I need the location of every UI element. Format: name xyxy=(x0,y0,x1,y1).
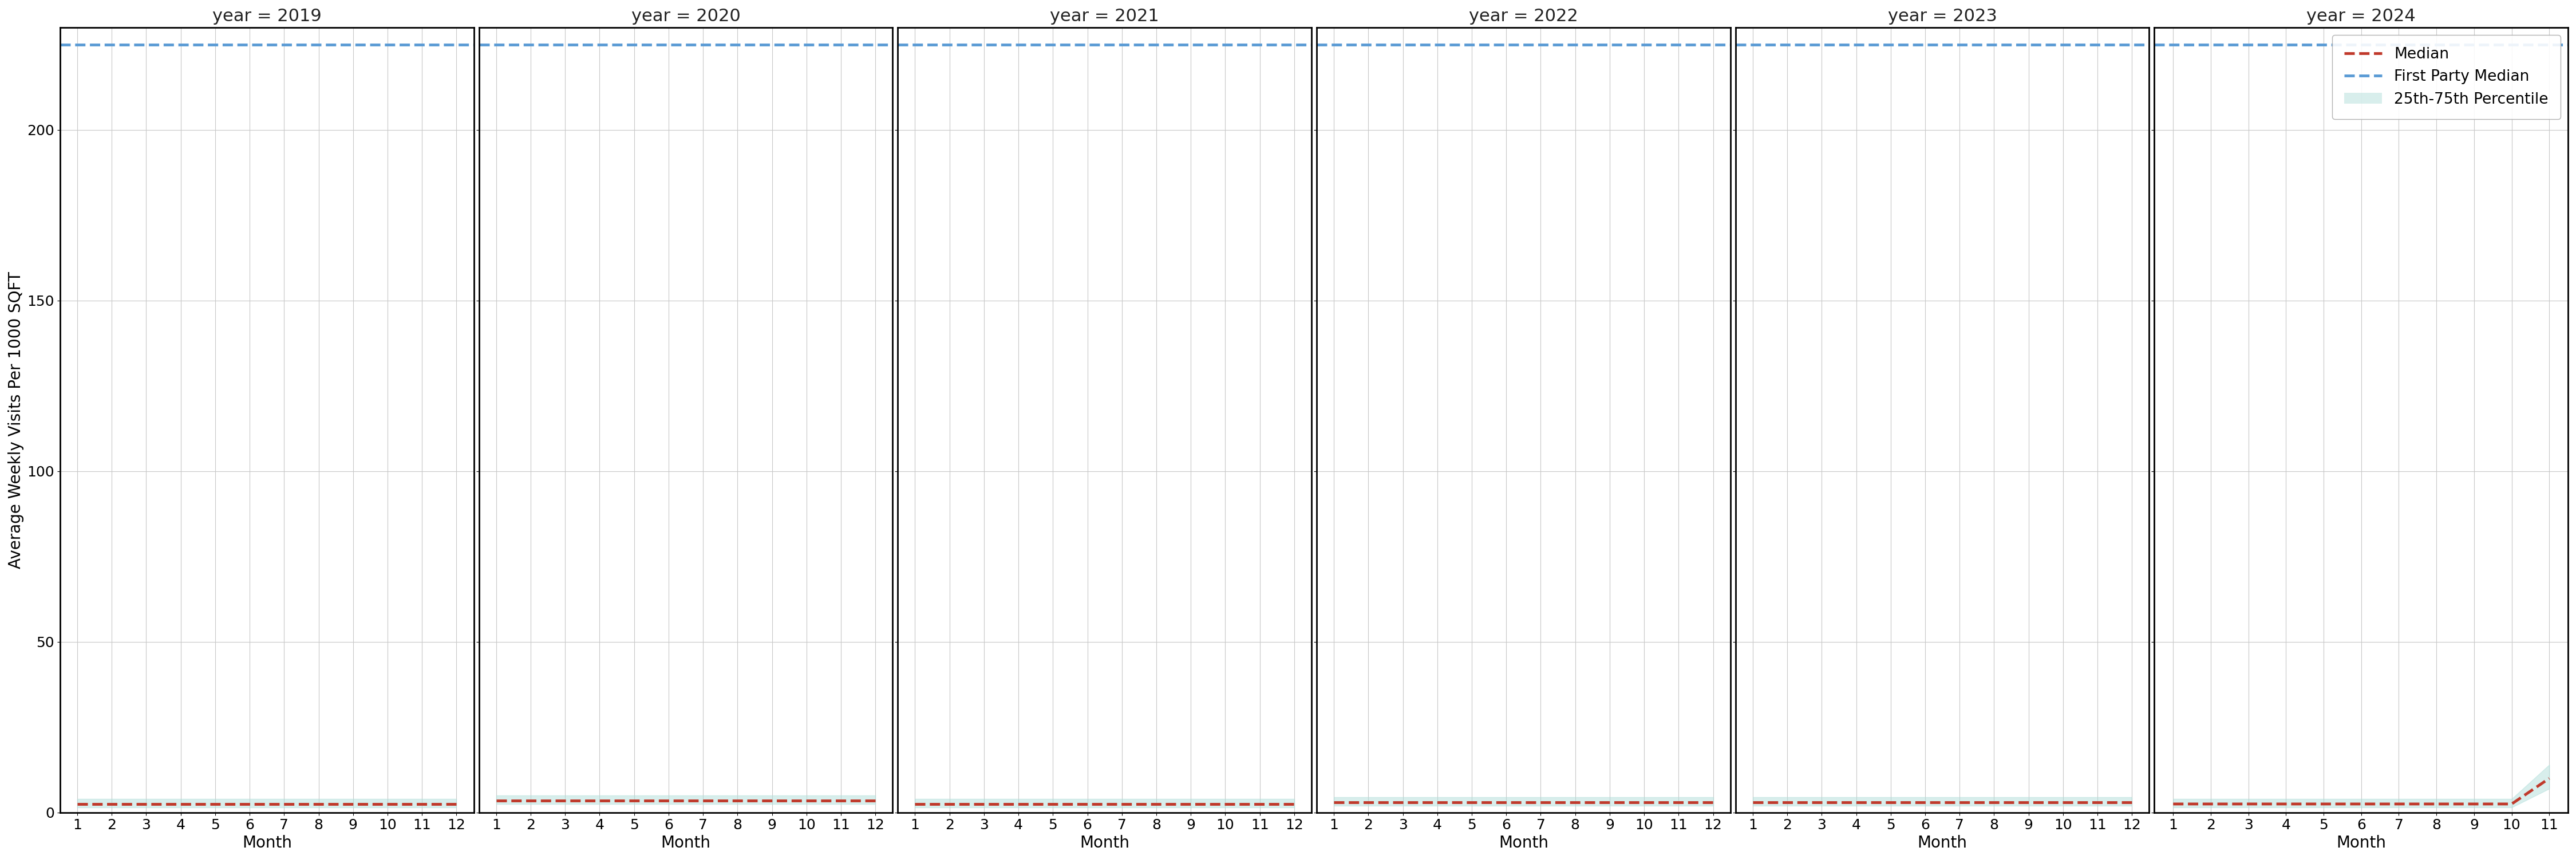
Median xyxy=(2308,799,2339,809)
Title: year = 2019: year = 2019 xyxy=(211,8,322,25)
Median xyxy=(791,795,822,806)
X-axis label: Month: Month xyxy=(1917,835,1968,851)
Median xyxy=(2195,799,2226,809)
Median xyxy=(1558,797,1589,807)
Median xyxy=(2347,799,2378,809)
Median xyxy=(268,799,299,809)
Median xyxy=(1978,797,2009,807)
Median xyxy=(1595,797,1625,807)
First Party Median xyxy=(446,40,477,50)
Median xyxy=(1422,797,1453,807)
Median xyxy=(1211,799,1242,809)
Legend: Median, First Party Median, 25th-75th Percentile: Median, First Party Median, 25th-75th Pe… xyxy=(2331,35,2561,119)
Title: year = 2022: year = 2022 xyxy=(1468,8,1579,25)
Median xyxy=(2117,797,2148,807)
First Party Median xyxy=(62,40,93,50)
Median xyxy=(1141,799,1172,809)
Median xyxy=(2383,799,2414,809)
Median xyxy=(1628,797,1659,807)
Median xyxy=(1038,799,1069,809)
Y-axis label: Average Weekly Visits Per 1000 SQFT: Average Weekly Visits Per 1000 SQFT xyxy=(8,271,23,569)
Median xyxy=(2269,799,2300,809)
Median xyxy=(1525,797,1556,807)
Median xyxy=(2012,797,2043,807)
Median xyxy=(585,795,616,806)
Median xyxy=(2233,799,2264,809)
Median xyxy=(1388,797,1419,807)
Median xyxy=(337,799,368,809)
Median xyxy=(1352,797,1383,807)
Median xyxy=(618,795,649,806)
Median xyxy=(2535,773,2566,783)
First Party Median xyxy=(1283,40,1314,50)
Median xyxy=(1806,797,1837,807)
Median xyxy=(371,799,402,809)
Median xyxy=(482,795,513,806)
Line: Median: Median xyxy=(2174,778,2550,804)
Median xyxy=(1875,797,1906,807)
Median xyxy=(440,799,471,809)
Median xyxy=(131,799,162,809)
Median xyxy=(2081,797,2112,807)
Median xyxy=(860,795,891,806)
Median xyxy=(2048,797,2079,807)
Median xyxy=(1002,799,1033,809)
First Party Median xyxy=(866,40,896,50)
Median xyxy=(549,795,580,806)
First Party Median xyxy=(28,40,59,50)
Median xyxy=(654,795,685,806)
Median xyxy=(1736,797,1767,807)
First Party Median xyxy=(1319,40,1350,50)
Median xyxy=(899,799,930,809)
Median xyxy=(1278,799,1309,809)
X-axis label: Month: Month xyxy=(242,835,291,851)
Median xyxy=(824,795,855,806)
Median xyxy=(1842,797,1873,807)
Median xyxy=(62,799,93,809)
First Party Median xyxy=(899,40,930,50)
Median xyxy=(1492,797,1522,807)
Median xyxy=(1945,797,1976,807)
Median xyxy=(688,795,719,806)
Median xyxy=(165,799,196,809)
Median xyxy=(1175,799,1206,809)
Title: year = 2023: year = 2023 xyxy=(1888,8,1996,25)
Median xyxy=(2496,799,2527,809)
Median xyxy=(721,795,752,806)
Median xyxy=(1909,797,1940,807)
X-axis label: Month: Month xyxy=(2336,835,2385,851)
Median xyxy=(304,799,335,809)
Median xyxy=(201,799,232,809)
Median xyxy=(935,799,966,809)
Median xyxy=(1244,799,1275,809)
Median xyxy=(969,799,999,809)
X-axis label: Month: Month xyxy=(1079,835,1128,851)
Median xyxy=(515,795,546,806)
X-axis label: Month: Month xyxy=(662,835,711,851)
Median xyxy=(2421,799,2452,809)
Title: year = 2024: year = 2024 xyxy=(2306,8,2416,25)
Median xyxy=(407,799,438,809)
Median xyxy=(1072,799,1103,809)
Median xyxy=(234,799,265,809)
Median xyxy=(1664,797,1695,807)
Median xyxy=(2159,799,2190,809)
First Party Median xyxy=(1703,40,1734,50)
First Party Median xyxy=(1736,40,1767,50)
Median xyxy=(1319,797,1350,807)
Median xyxy=(1772,797,1803,807)
First Party Median xyxy=(2159,40,2190,50)
Median xyxy=(1698,797,1728,807)
Median xyxy=(2458,799,2488,809)
First Party Median xyxy=(482,40,513,50)
Median xyxy=(1455,797,1486,807)
Median xyxy=(757,795,788,806)
Title: year = 2020: year = 2020 xyxy=(631,8,739,25)
Median xyxy=(1108,799,1139,809)
Title: year = 2021: year = 2021 xyxy=(1051,8,1159,25)
First Party Median xyxy=(2120,40,2151,50)
X-axis label: Month: Month xyxy=(1499,835,1548,851)
Median xyxy=(95,799,126,809)
